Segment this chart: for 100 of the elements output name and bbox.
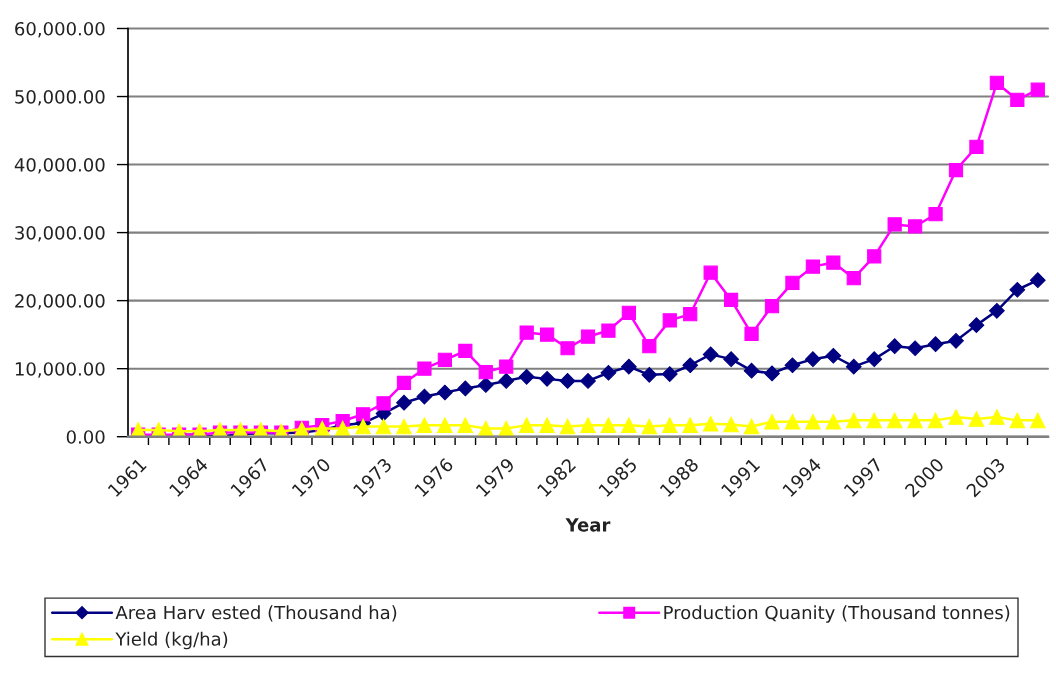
point [886,412,903,429]
point [805,259,821,274]
point [560,341,575,356]
y-tick-label: 60,000.00 [15,21,105,38]
point [969,139,984,154]
point [744,326,759,342]
point [886,338,903,355]
point [621,417,637,433]
point [907,219,923,234]
point [825,413,842,430]
point [539,417,555,433]
point [600,417,617,433]
point [867,249,882,264]
point [478,364,493,380]
point [702,346,719,363]
point [846,271,861,286]
point [682,357,699,374]
point [927,336,944,353]
point [887,217,902,232]
point [784,413,801,430]
point [458,343,473,359]
point [417,361,432,376]
point [457,380,474,397]
point [641,418,658,435]
point [416,388,433,405]
point [375,418,392,435]
point [968,411,985,427]
point [989,302,1005,319]
point [559,418,576,435]
point [601,323,616,338]
point [642,339,657,354]
point [437,384,453,401]
point [661,366,678,382]
point [662,313,677,328]
point [539,327,555,342]
y-tick-label: 0.00 [66,430,105,444]
point [661,417,678,433]
point [845,358,862,375]
point [1029,272,1046,289]
point [845,412,862,429]
point [703,265,718,280]
point [499,359,514,374]
legend-label: Production Quanity (Thousand tonnes) [664,605,1010,623]
point [968,317,985,334]
point [580,417,596,433]
point [866,412,883,429]
y-tick-label: 50,000.00 [15,89,105,106]
point [437,417,453,433]
point [682,417,699,433]
y-tick-label: 40,000.00 [14,158,105,174]
point [355,407,371,422]
point [396,418,412,435]
point [580,373,596,389]
point [723,351,739,368]
point [518,417,535,433]
point [764,413,780,430]
point [948,332,964,349]
point [784,357,801,374]
x-axis-title: Year [565,518,611,532]
legend-label: Yield (kg/ha) [115,631,228,650]
point [539,370,555,387]
point [948,162,964,178]
point [989,75,1005,91]
point [805,413,821,430]
point [1009,412,1026,429]
point [989,409,1005,425]
point [1029,412,1046,429]
point [621,358,637,375]
point [743,418,760,435]
point [785,275,800,291]
point [518,368,535,385]
point [416,417,433,433]
point [928,207,943,222]
point [825,347,842,364]
point [723,292,739,308]
point [477,377,494,393]
point [396,394,412,411]
legend-label: Area Harv ested (Thousand ha) [115,605,397,622]
point [498,373,515,389]
point [376,396,391,411]
y-tick-label: 20,000.00 [15,294,105,310]
point [457,417,474,433]
point [866,351,883,368]
point [743,362,760,379]
point [641,366,658,383]
point [826,255,841,270]
y-tick-label: 30,000.00 [15,226,105,242]
point [805,351,821,368]
point [1009,281,1026,298]
point [437,352,453,367]
point [559,373,576,389]
point [764,365,780,382]
point [948,409,964,425]
point [907,412,923,429]
point [683,307,698,322]
point [1010,92,1025,108]
point [927,412,944,429]
point [396,375,412,391]
point [702,415,719,432]
point [723,416,739,433]
